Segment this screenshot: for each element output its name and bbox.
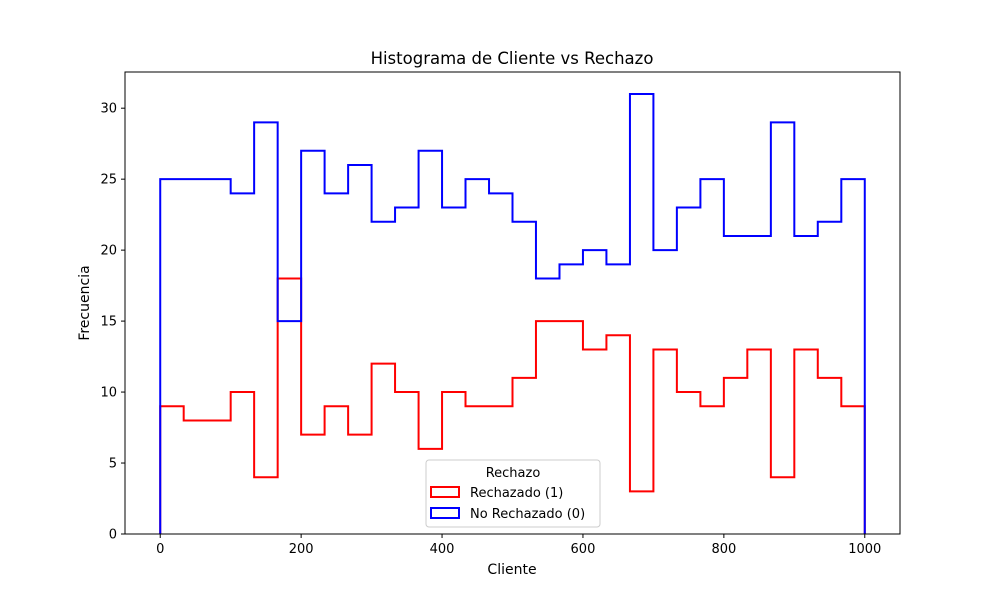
x-axis-label: Cliente [487, 562, 536, 578]
legend-swatch-rechazado [430, 486, 460, 498]
y-tick-label: 20 [100, 244, 117, 259]
y-tick-label: 15 [100, 315, 117, 330]
series-line-rechazado [159, 277, 866, 534]
y-tick-label: 30 [100, 102, 117, 117]
y-tick-label: 25 [100, 173, 117, 188]
chart-title: Histograma de Cliente vs Rechazo [371, 49, 654, 68]
legend-label-rechazado: Rechazado (1) [470, 486, 563, 501]
x-tick-label: 0 [156, 542, 164, 557]
x-tick-label: 800 [711, 542, 736, 557]
y-axis-label: Frecuencia [77, 265, 93, 340]
x-axis-ticks: 0 200 400 600 800 1000 [156, 534, 881, 557]
plot-frame [124, 71, 901, 535]
legend-box [425, 459, 601, 528]
x-tick-label: 1000 [848, 542, 881, 557]
legend-label-no-rechazado: No Rechazado (0) [470, 507, 585, 522]
y-tick-label: 10 [100, 386, 117, 401]
y-tick-label: 5 [109, 457, 117, 472]
legend-title: Rechazo [486, 466, 541, 481]
x-tick-label: 600 [571, 542, 596, 557]
y-tick-label: 0 [109, 528, 117, 543]
series-layer [159, 93, 866, 534]
y-axis-ticks: 0 5 10 15 20 25 30 [100, 102, 125, 543]
x-tick-label: 200 [289, 542, 314, 557]
x-tick-label: 400 [430, 542, 455, 557]
legend-swatch-no-rechazado [430, 507, 460, 519]
series-line-no-rechazado [159, 93, 866, 534]
legend: Rechazo Rechazado (1) No Rechazado (0) [425, 459, 601, 528]
